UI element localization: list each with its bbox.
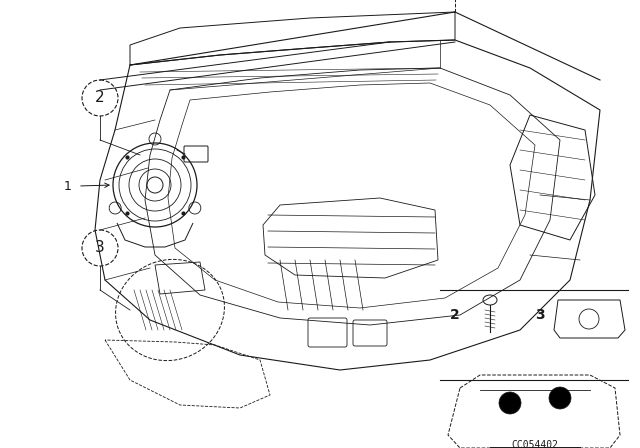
Text: 3: 3	[535, 308, 545, 322]
Text: CC054402: CC054402	[511, 440, 559, 448]
Circle shape	[499, 392, 521, 414]
Text: 1: 1	[64, 180, 72, 193]
Text: 2: 2	[95, 90, 105, 105]
Text: 3: 3	[95, 241, 105, 255]
Text: 2: 2	[450, 308, 460, 322]
Circle shape	[549, 387, 571, 409]
